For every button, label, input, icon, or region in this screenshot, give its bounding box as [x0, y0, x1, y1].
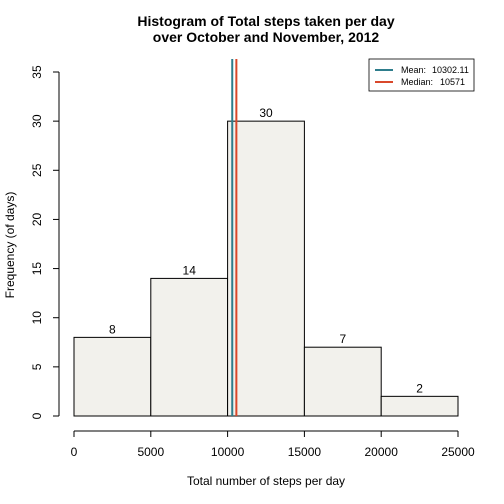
legend-label: Mean:: [401, 65, 426, 75]
y-axis-label: Frequency (of days): [3, 192, 17, 299]
x-tick-label: 10000: [211, 445, 245, 459]
legend-label: Median:: [401, 77, 433, 87]
y-tick-label: 35: [30, 65, 44, 79]
legend-value: 10571: [440, 77, 465, 87]
bar-count-label: 14: [183, 263, 197, 277]
legend-value: 10302.11: [432, 65, 469, 75]
y-tick-label: 20: [30, 212, 44, 226]
x-axis-label: Total number of steps per day: [187, 474, 345, 488]
legend-box: [368, 58, 475, 92]
y-axis-ticks: 0 5 10 15 20 25 30 35: [30, 65, 59, 419]
y-tick-label: 25: [30, 163, 44, 177]
bar-count-label: 8: [109, 322, 116, 336]
chart-title-line-1: Histogram of Total steps taken per day: [137, 13, 394, 29]
bar-count-labels: 8 14 30 7 2: [109, 106, 423, 395]
x-tick-label: 0: [71, 445, 78, 459]
x-tick-label: 25000: [441, 445, 475, 459]
y-tick-label: 15: [30, 262, 44, 276]
bar-count-label: 7: [339, 332, 346, 346]
chart-title-line-2: over October and November, 2012: [153, 29, 380, 45]
histogram-bar: [73, 336, 152, 417]
bar-count-label: 2: [416, 381, 423, 395]
legend: Mean: 10302.11 Median: 10571: [368, 58, 475, 92]
x-axis-ticks: 0 5000 10000 15000 20000 25000: [71, 431, 475, 459]
axes: 0 5000 10000 15000 20000 25000 0 5 10 15 20 25 30 35: [30, 65, 475, 459]
legend-entries: Mean: 10302.11 Median: 10571: [375, 65, 469, 87]
x-tick-label: 15000: [288, 445, 322, 459]
histogram-bar: [150, 277, 229, 417]
y-tick-label: 0: [30, 412, 44, 419]
x-tick-label: 5000: [137, 445, 164, 459]
histogram-bar: [227, 120, 305, 417]
bar-count-label: 30: [259, 106, 273, 120]
x-tick-label: 20000: [365, 445, 399, 459]
y-tick-label: 10: [30, 311, 44, 325]
histogram-bars: [73, 120, 459, 417]
reference-lines: [231, 59, 238, 416]
y-tick-label: 5: [30, 363, 44, 370]
histogram-bar: [303, 346, 382, 417]
histogram-bar: [380, 395, 459, 417]
y-tick-label: 30: [30, 114, 44, 128]
